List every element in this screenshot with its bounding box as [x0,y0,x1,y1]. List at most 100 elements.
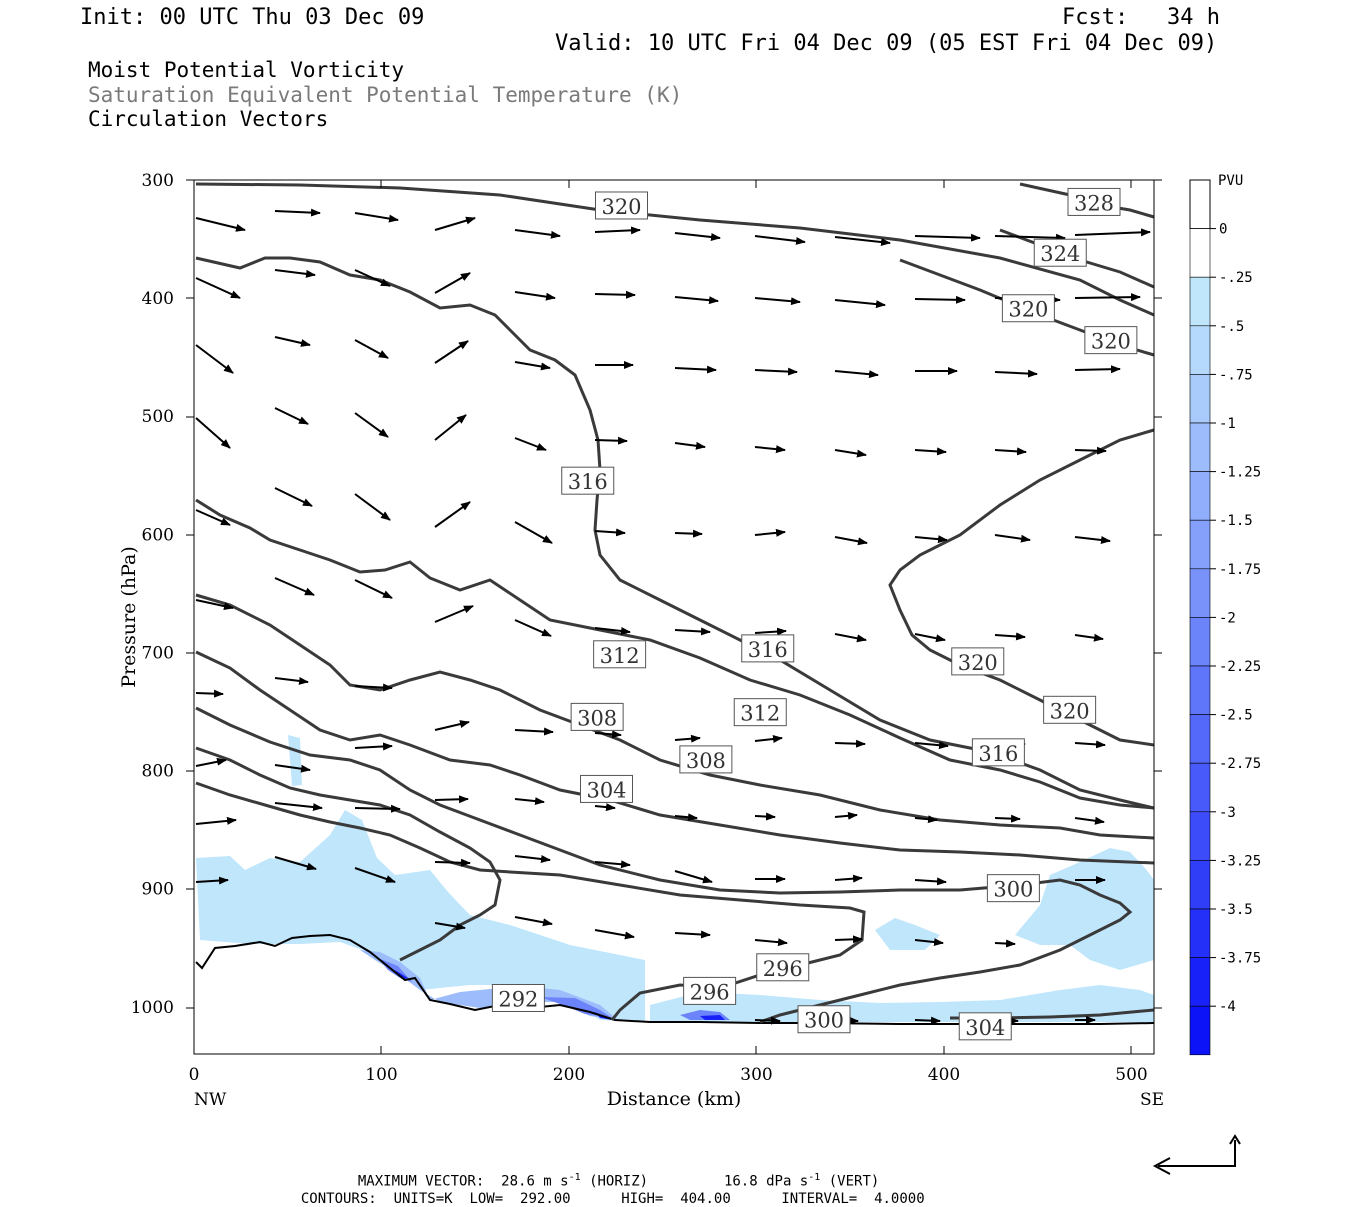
field-label-thetaes: Saturation Equivalent Potential Temperat… [88,83,683,107]
max-horiz-exponent: -1 [568,1172,581,1183]
contour-label-text: 320 [958,651,998,675]
contour-label-text: 320 [1008,298,1048,322]
max-vector-line: MAXIMUM VECTOR: 28.6 m s-1 (HORIZ) 16.8 … [341,1159,879,1189]
contour-label-box [1067,187,1121,216]
contour-label-box [593,640,647,669]
colorbar-label: -3.75 [1219,951,1261,967]
y-axis-label: Pressure (hPa) [118,546,140,688]
y-tick-label: 900 [142,880,174,900]
colorbar-swatch [1189,811,1211,861]
contours-low-label: LOW= [469,1191,504,1207]
contour-label-text: 304 [965,1016,1005,1040]
contour-label: 320 [1084,326,1138,355]
contour-label-text: 296 [690,980,730,1004]
colorbar-swatch [1189,228,1211,278]
contour-label-text: 316 [568,470,608,494]
contour-label-box [595,191,648,220]
contour-label: 308 [679,745,733,774]
x-axis-label: Distance (km) [607,1088,742,1110]
contour-label: 304 [958,1012,1012,1041]
contour-label-box [679,745,733,774]
max-vector-label: MAXIMUM VECTOR: [357,1173,485,1190]
contour-label-box [1084,326,1138,355]
max-horiz-unit: (HORIZ) [589,1173,649,1190]
y-tick-label: 300 [142,171,174,191]
colorbar-unit: PVU [1218,173,1243,189]
contour-label: 320 [595,191,648,220]
contour-312 [195,498,1154,810]
colorbar-swatch [1189,617,1211,667]
colorbar-swatch [1189,860,1211,910]
y-tick-label: 700 [142,643,174,663]
colorbar-swatch [1189,568,1211,618]
axis-ticks [186,179,1162,1054]
contour-label-text: 300 [993,878,1033,902]
colorbar-swatch [1189,519,1211,570]
mpv-region-low-levels-east [650,985,1154,1022]
y-tick-label: 800 [142,762,174,782]
max-vert-exponent: -1 [808,1172,821,1183]
contour-label: 312 [593,640,647,669]
contour-label: 320 [1001,294,1055,323]
contour-label-text: 316 [748,638,788,662]
contour-label-box [570,702,624,731]
colorbar-swatch [1189,762,1211,813]
contour-label-text: 320 [1091,330,1131,354]
contour-label: 292 [491,983,545,1012]
max-horiz-value: 28.6 m s [501,1173,569,1190]
max-vert-unit: (VERT) [828,1173,880,1190]
mpv-region-mid [875,918,940,950]
x-axis-left-end: NW [194,1090,227,1110]
y-tick-labels: 300 400 500 600 700 800 900 1000 [131,171,174,1018]
colorbar-swatch [1189,276,1211,327]
plot-frame [193,179,1155,1055]
y-tick-label: 1000 [131,998,174,1018]
contour-label: 320 [951,647,1005,676]
contour-label: 312 [733,698,787,727]
x-tick-label: 500 [1115,1065,1147,1085]
contour-label: 304 [580,774,633,803]
colorbar-label: -2.75 [1219,756,1261,772]
colorbar-label: -.75 [1219,367,1253,383]
terrain-line [195,933,1155,1025]
contours-line: CONTOURS: UNITS=K LOW= 292.00 HIGH= 404.… [284,1178,925,1206]
contour-label-box [1033,238,1087,267]
contours-units: UNITS=K [393,1191,453,1207]
y-tick-label: 600 [142,525,174,545]
x-tick-label: 100 [365,1065,397,1085]
field-label-mpv: Moist Potential Vorticity [88,58,405,82]
contour-label-text: 312 [600,644,640,668]
contour-label-box [951,647,1005,676]
mpv-band-2 [378,958,730,1020]
x-tick-labels: 0 100 200 300 400 500 [189,1065,1148,1085]
colorbar-label: -3.5 [1219,902,1253,918]
contour-label-text: 300 [804,1009,844,1033]
contour-label: 296 [683,976,737,1005]
contour-label-box [733,698,787,727]
mpv-region-column [288,735,302,786]
colorbar-label: -.25 [1219,270,1253,286]
reference-vector-icon [1152,1134,1241,1175]
colorbar-swatch [1189,325,1211,375]
contour-label: 328 [1067,187,1121,216]
contour-label-text: 304 [586,778,626,802]
contour-label-box [561,466,615,495]
contour-label-box [986,874,1040,903]
contour-label: 316 [971,738,1025,767]
colorbar-label: -4 [1219,999,1236,1015]
colorbar-swatch [1189,471,1211,521]
colorbar-swatch [1189,908,1211,958]
contour-label-text: 320 [601,195,641,219]
colorbar-swatch [1189,1005,1211,1056]
contour-label: 300 [797,1005,851,1034]
field-label-vectors: Circulation Vectors [88,107,329,131]
forecast-label: Fcst: [1062,5,1129,30]
contour-304 [195,650,1154,865]
colorbar-label: -1.25 [1219,465,1261,481]
contour-320-top [195,182,1154,317]
contours-interval-value: 4.0000 [874,1191,925,1207]
contour-label-text: 316 [978,742,1018,766]
colorbar-label: -2.25 [1219,659,1261,675]
contour-label-box [683,976,737,1005]
y-tick-label: 400 [142,289,174,309]
